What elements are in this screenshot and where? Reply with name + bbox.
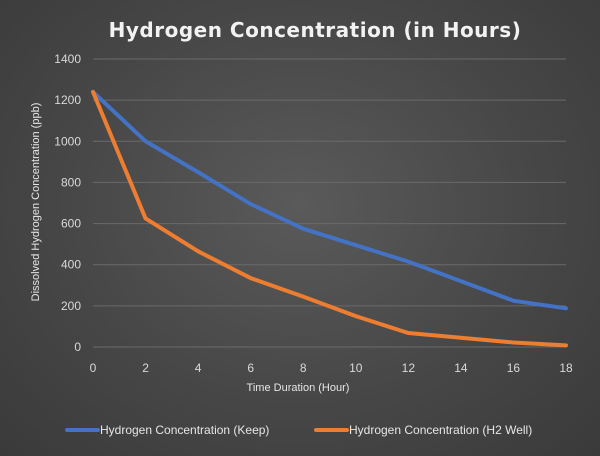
series-lines [91, 89, 568, 348]
legend-label-2: Hydrogen Concentration (H2 Well) [349, 423, 532, 437]
x-tick-label: 0 [90, 361, 97, 375]
legend: Hydrogen Concentration (Keep) Hydrogen Co… [65, 423, 532, 437]
x-tick-label: 14 [454, 361, 468, 375]
x-tick-label: 8 [300, 361, 307, 375]
y-axis-label: Dissolved Hydrogen Concentration (ppb) [30, 103, 42, 302]
x-tick-label: 4 [195, 361, 202, 375]
y-axis-ticks: 0 200 400 600 800 1000 1200 1400 [54, 52, 81, 354]
legend-label-1: Hydrogen Concentration (Keep) [100, 423, 269, 437]
y-tick-label: 1200 [54, 93, 81, 107]
x-tick-label: 6 [247, 361, 254, 375]
x-tick-label: 18 [559, 361, 573, 375]
x-axis-ticks: 0 2 4 6 8 10 12 14 16 18 [90, 361, 573, 375]
y-tick-label: 1000 [54, 134, 81, 148]
x-tick-label: 2 [142, 361, 149, 375]
y-tick-label: 600 [61, 217, 81, 231]
chart-title: Hydrogen Concentration (in Hours) [109, 18, 522, 42]
x-axis-label: Time Duration (Hour) [247, 382, 350, 394]
y-tick-label: 400 [61, 258, 81, 272]
series-line-1 [91, 89, 568, 311]
y-tick-label: 1400 [54, 52, 81, 66]
gridlines [93, 58, 566, 348]
y-tick-label: 800 [61, 175, 81, 189]
x-tick-label: 10 [349, 361, 363, 375]
series-line-2 [91, 89, 568, 348]
y-tick-label: 200 [61, 299, 81, 313]
y-tick-label: 0 [74, 340, 81, 354]
x-tick-label: 12 [402, 361, 416, 375]
x-tick-label: 16 [507, 361, 521, 375]
